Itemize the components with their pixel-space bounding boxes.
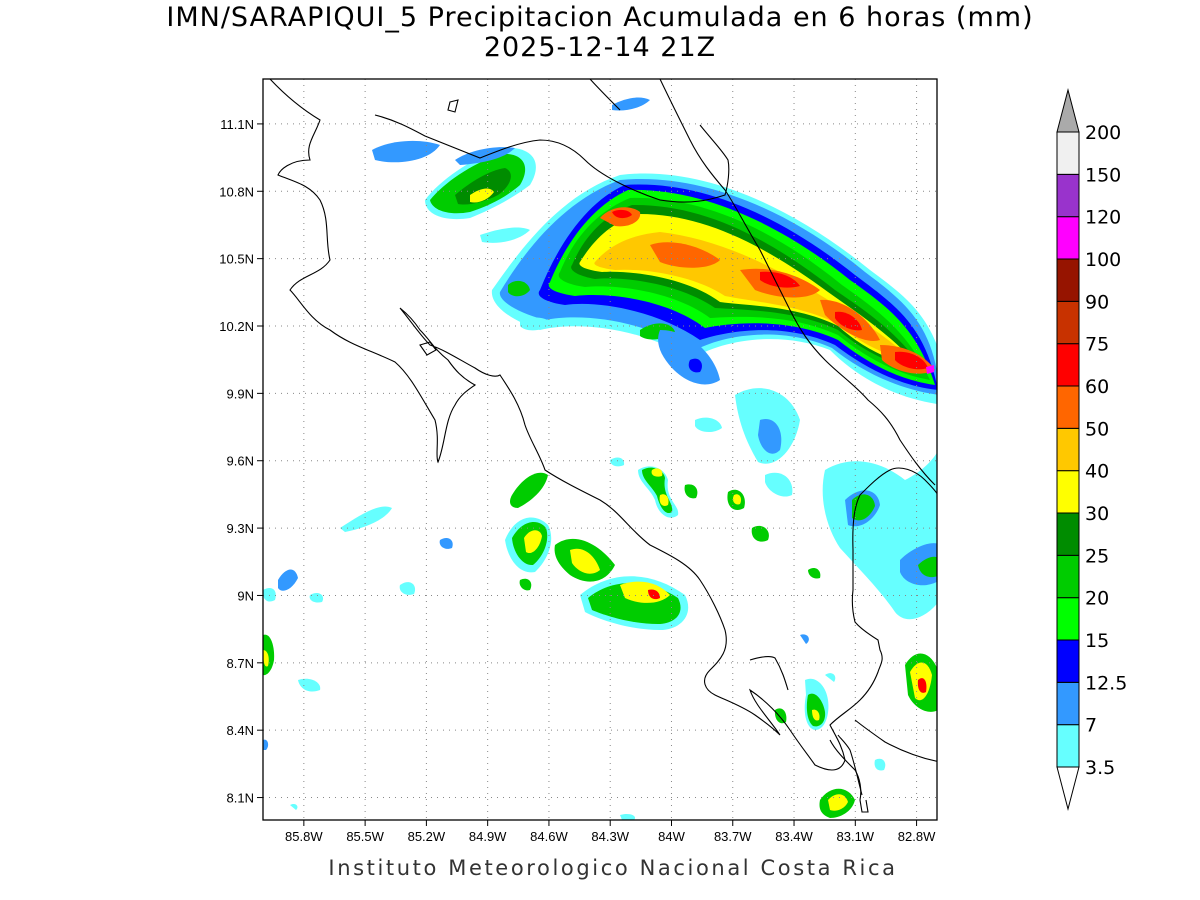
lon-tick-label: 85.2W <box>408 829 446 844</box>
lon-tick-label: 84.6W <box>530 829 568 844</box>
colorbar-swatch <box>1056 639 1080 683</box>
lon-tick-label: 82.8W <box>898 829 936 844</box>
colorbar-label: 30 <box>1085 503 1109 525</box>
lat-tick-label: 10.5N <box>219 252 254 267</box>
colorbar-over-triangle <box>1056 88 1080 133</box>
colorbar-swatch <box>1056 385 1080 429</box>
colorbar-under-triangle <box>1056 766 1080 811</box>
colorbar: 3.5 7 12.5 15 20 25 30 40 50 60 75 90 100 120 150 200 <box>1056 88 1127 811</box>
colorbar-swatch <box>1056 216 1080 260</box>
colorbar-label: 25 <box>1085 545 1109 567</box>
country-border <box>374 79 937 762</box>
footer-credit: Instituto Meteorologico Nacional Costa R… <box>328 856 898 880</box>
map-datetime: 2025-12-14 21Z <box>483 32 717 63</box>
latitude-axis: 11.1N 10.8N 10.5N 10.2N 9.9N 9.6N 9.3N 9N 8.7N 8.… <box>219 117 263 806</box>
colorbar-swatch <box>1056 724 1080 768</box>
lon-tick-label: 85.5W <box>346 829 384 844</box>
longitude-axis: 85.8W 85.5W 85.2W 84.9W 84.6W 84.3W 84W 83.7W 83… <box>285 820 936 844</box>
colorbar-label: 150 <box>1085 164 1121 186</box>
colorbar-swatch <box>1056 258 1080 302</box>
lat-tick-label: 10.2N <box>219 319 254 334</box>
graticule-grid <box>263 79 937 820</box>
colorbar-label: 40 <box>1085 461 1109 483</box>
colorbar-label: 120 <box>1085 207 1121 229</box>
lat-tick-label: 8.1N <box>227 791 254 806</box>
colorbar-label: 200 <box>1085 122 1121 144</box>
lat-tick-label: 9.9N <box>227 386 254 401</box>
colorbar-swatch <box>1056 173 1080 218</box>
lat-tick-label: 8.7N <box>227 656 254 671</box>
lat-tick-label: 9.3N <box>227 521 254 536</box>
map-area <box>263 79 937 820</box>
lat-tick-label: 10.8N <box>219 184 254 199</box>
lat-tick-label: 9.6N <box>227 454 254 469</box>
colorbar-label: 100 <box>1085 249 1121 271</box>
colorbar-swatch <box>1056 470 1080 514</box>
colorbar-label: 90 <box>1085 291 1109 313</box>
map-title: IMN/SARAPIQUI_5 Precipitacion Acumulada … <box>166 2 1034 33</box>
colorbar-swatch <box>1056 681 1080 726</box>
colorbar-label: 20 <box>1085 588 1109 610</box>
colorbar-label: 15 <box>1085 630 1109 652</box>
lat-tick-label: 8.4N <box>227 723 254 738</box>
colorbar-label: 3.5 <box>1085 757 1115 779</box>
precipitation-field <box>263 97 937 820</box>
lon-tick-label: 84.9W <box>469 829 507 844</box>
lat-tick-label: 9N <box>237 588 254 603</box>
lat-tick-label: 11.1N <box>220 117 254 132</box>
colorbar-swatch <box>1056 597 1080 641</box>
colorbar-label: 75 <box>1085 334 1109 356</box>
colorbar-label: 7 <box>1085 715 1097 737</box>
colorbar-swatch <box>1056 512 1080 556</box>
colorbar-swatch <box>1056 427 1080 472</box>
colorbar-label: 50 <box>1085 418 1109 440</box>
lon-tick-label: 85.8W <box>285 829 323 844</box>
colorbar-label: 60 <box>1085 376 1109 398</box>
colorbar-swatch <box>1056 131 1080 175</box>
lon-tick-label: 84W <box>658 829 685 844</box>
colorbar-label: 12.5 <box>1085 672 1127 694</box>
colorbar-swatch <box>1056 300 1080 345</box>
lon-tick-label: 83.1W <box>837 829 875 844</box>
lon-tick-label: 84.3W <box>591 829 629 844</box>
colorbar-swatch <box>1056 554 1080 599</box>
coastline <box>269 79 937 813</box>
colorbar-swatch <box>1056 343 1080 387</box>
lon-tick-label: 83.4W <box>775 829 813 844</box>
lon-tick-label: 83.7W <box>714 829 752 844</box>
map-frame <box>262 78 938 821</box>
